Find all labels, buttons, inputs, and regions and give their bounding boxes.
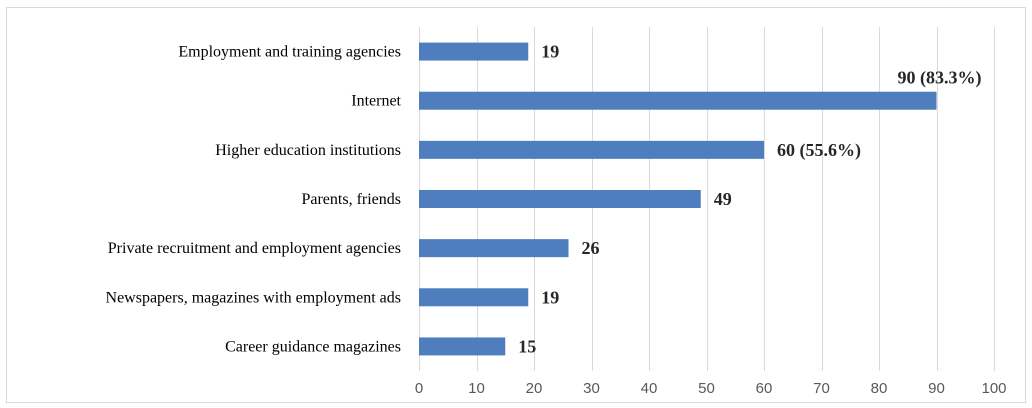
x-tick-label: 60 xyxy=(756,380,773,397)
data-label: 60 (55.6%) xyxy=(777,140,861,161)
bar xyxy=(419,140,764,159)
bars xyxy=(419,42,937,356)
data-labels: 19 90 (83.3%) 60 (55.6%) 49 26 19 15 xyxy=(518,42,981,357)
category-label: Higher education institutions xyxy=(215,142,401,159)
category-label: Private recruitment and employment agenc… xyxy=(108,240,401,257)
data-label: 90 (83.3%) xyxy=(898,68,982,89)
x-tick-label: 0 xyxy=(415,380,423,397)
data-label: 26 xyxy=(582,238,600,258)
data-label: 15 xyxy=(518,336,536,356)
category-label: Parents, friends xyxy=(301,191,401,208)
bar xyxy=(419,239,569,258)
category-label: Career guidance magazines xyxy=(225,338,401,355)
x-tick-label: 80 xyxy=(871,380,888,397)
gridlines xyxy=(419,27,995,371)
bar xyxy=(419,288,529,307)
x-tick-label: 90 xyxy=(928,380,945,397)
x-axis-tick-labels: 0 10 20 30 40 50 60 70 80 90 100 xyxy=(415,380,1007,397)
category-label: Newspapers, magazines with employment ad… xyxy=(106,289,401,306)
x-tick-label: 50 xyxy=(698,380,715,397)
x-tick-label: 30 xyxy=(583,380,600,397)
x-tick-label: 70 xyxy=(813,380,830,397)
data-label: 19 xyxy=(541,42,559,62)
x-tick-label: 20 xyxy=(526,380,543,397)
bar xyxy=(419,337,506,356)
data-label: 49 xyxy=(714,189,732,209)
category-label: Internet xyxy=(351,93,401,110)
bar xyxy=(419,42,529,61)
bar xyxy=(419,91,937,110)
category-label: Employment and training agencies xyxy=(178,44,401,61)
x-tick-label: 40 xyxy=(641,380,658,397)
x-tick-label: 100 xyxy=(981,380,1006,397)
category-labels: Employment and training agencies Internet… xyxy=(106,44,402,356)
x-tick-label: 10 xyxy=(468,380,485,397)
bar xyxy=(419,190,701,208)
data-label: 19 xyxy=(541,287,559,307)
